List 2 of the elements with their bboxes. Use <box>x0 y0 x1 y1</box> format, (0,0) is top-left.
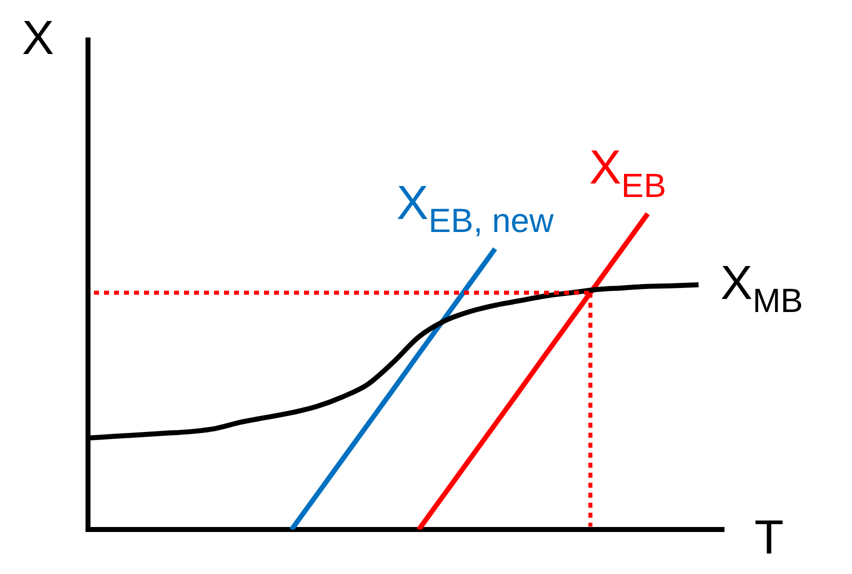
x-axis-title: T <box>754 512 784 565</box>
y-axis-title: X <box>22 12 54 65</box>
